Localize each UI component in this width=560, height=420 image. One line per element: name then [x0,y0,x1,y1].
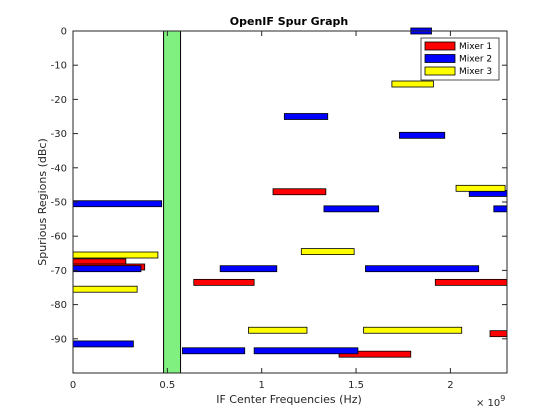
x-tick-label: 1 [259,380,265,391]
if-band-layer [163,30,182,374]
spur-bar-mixer2-13 [253,347,359,355]
spur-bar-mixer2-9 [219,265,278,273]
y-tick-label: 0 [61,27,67,38]
x-exponent-power: 9 [500,394,505,403]
x-axis-title: IF Center Frequencies (Hz) [216,393,362,406]
spur-bar-mixer2-7 [493,205,508,213]
spur-bar-mixer1-4 [193,278,255,286]
spur-bars-layer [72,27,508,358]
spur-bar-mixer3-3 [72,251,159,259]
x-axis: 0 0.5 1 1.5 2 [70,31,454,391]
spur-bar-mixer2-5 [323,205,380,213]
legend-label-mixer2: Mixer 2 [459,55,492,65]
legend-swatch-mixer2 [424,54,456,63]
spur-bar-mixer2-12 [182,347,246,355]
spur-bar-mixer3-1 [391,80,434,88]
legend-swatch-mixer3 [424,66,456,76]
x-tick-label: 0.5 [159,380,175,391]
y-axis: 0 -10 -20 -30 -40 -50 -60 -70 -80 -90 [51,27,507,345]
spur-bar-mixer3-6 [248,326,308,334]
x-tick-label: 2 [447,380,453,391]
spur-bar-mixer3-4 [300,248,355,255]
y-tick-label: -20 [51,95,67,106]
spur-bar-mixer3-2 [455,184,506,192]
spur-bar-mixer1-5 [338,350,412,358]
x-tick-label: 1.5 [348,380,364,391]
spur-bar-mixer3-7 [363,326,463,334]
legend-label-mixer1: Mixer 1 [459,42,492,52]
y-tick-label: -10 [51,61,67,72]
spur-bar-mixer2-8 [72,265,142,273]
y-tick-label: -90 [51,334,67,345]
spur-bar-mixer1-3 [272,188,327,196]
x-exponent-base: × 10 [476,398,500,409]
spur-bar-mixer2-10 [365,265,480,273]
if-band [163,30,182,374]
y-tick-label: -50 [51,198,67,209]
spur-bar-mixer2-2 [283,113,329,120]
spur-bar-mixer1-7 [489,330,508,338]
spur-bar-mixer2-3 [399,131,446,139]
spur-bar-mixer2-11 [72,340,134,348]
spur-bar-mixer1-6 [434,278,508,286]
y-tick-label: -40 [51,163,67,174]
spur-bar-mixer2-4 [72,200,163,208]
y-axis-title: Spurious Regions (dBc) [36,138,49,266]
y-tick-label: -30 [51,129,67,140]
legend-label-mixer3: Mixer 3 [459,67,492,77]
y-tick-label: -80 [51,300,67,311]
y-tick-label: -70 [51,266,67,277]
y-tick-label: -60 [51,232,67,243]
spur-bar-mixer3-5 [72,285,138,293]
legend: Mixer 1 Mixer 2 Mixer 3 [420,37,500,81]
legend-swatch-mixer1 [424,41,456,51]
x-axis-exponent: × 109 [476,394,505,409]
chart-title: OpenIF Spur Graph [230,15,348,28]
x-tick-label: 0 [70,380,76,391]
